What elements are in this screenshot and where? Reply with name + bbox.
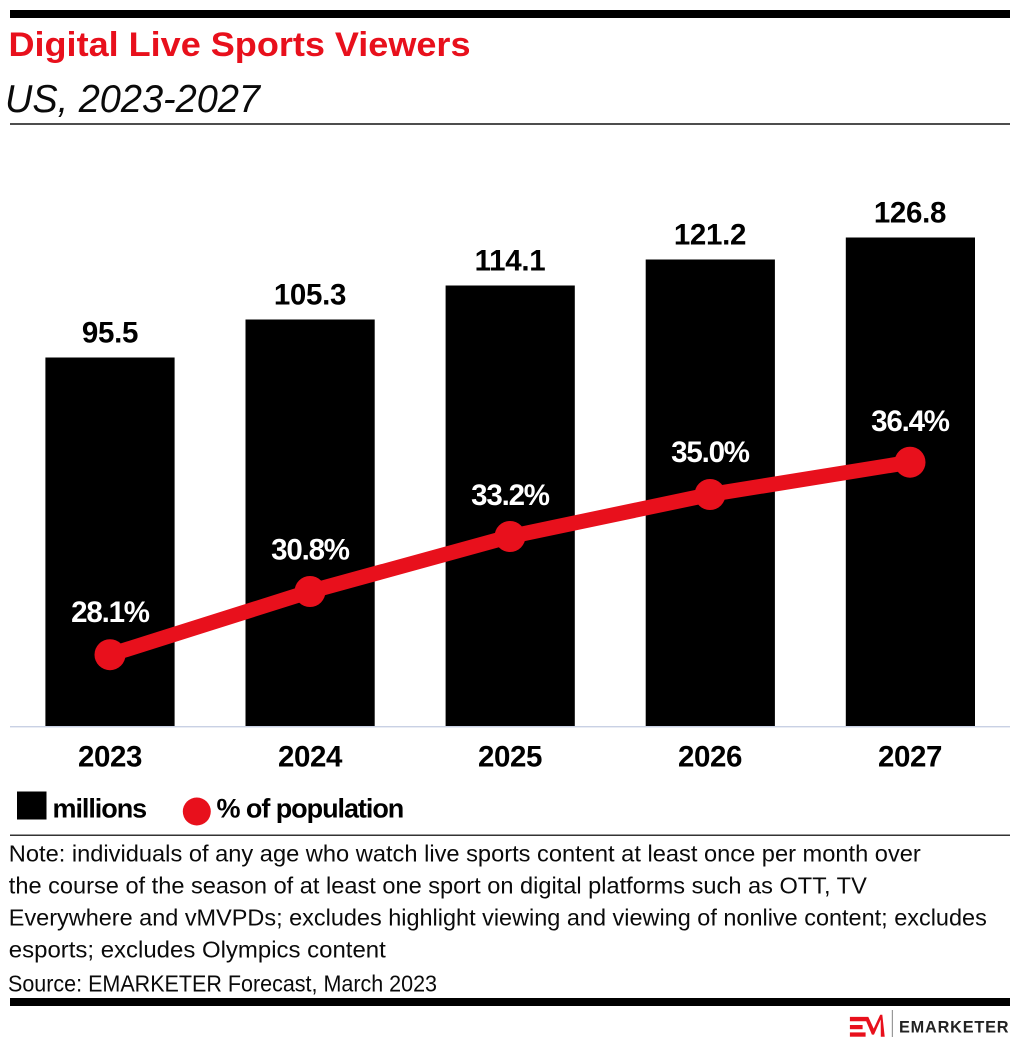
svg-text:Everywhere and vMVPDs; exclude: Everywhere and vMVPDs; excludes highligh… xyxy=(9,905,987,931)
svg-text:30.8%: 30.8% xyxy=(271,534,350,567)
svg-text:% of population: % of population xyxy=(217,794,404,824)
svg-text:Note: individuals of any age w: Note: individuals of any age who watch l… xyxy=(9,841,921,867)
svg-text:2025: 2025 xyxy=(478,741,542,774)
svg-text:the course of the season of at: the course of the season of at least one… xyxy=(9,873,868,899)
svg-text:33.2%: 33.2% xyxy=(471,479,550,512)
svg-text:EMARKETER: EMARKETER xyxy=(899,1019,1009,1037)
svg-text:105.3: 105.3 xyxy=(274,279,346,312)
svg-text:US, 2023-2027: US, 2023-2027 xyxy=(5,78,261,121)
svg-text:millions: millions xyxy=(53,794,147,824)
svg-text:2027: 2027 xyxy=(878,741,942,774)
svg-text:Digital Live Sports Viewers: Digital Live Sports Viewers xyxy=(9,26,471,64)
svg-text:esports; excludes Olympics con: esports; excludes Olympics content xyxy=(9,937,387,963)
svg-text:36.4%: 36.4% xyxy=(871,405,950,438)
svg-text:Source: EMARKETER Forecast, Ma: Source: EMARKETER Forecast, March 2023 xyxy=(8,971,437,997)
svg-text:2024: 2024 xyxy=(278,741,343,774)
svg-text:28.1%: 28.1% xyxy=(71,596,150,629)
svg-text:2023: 2023 xyxy=(78,741,142,774)
svg-text:126.8: 126.8 xyxy=(874,197,946,230)
svg-text:95.5: 95.5 xyxy=(82,317,138,350)
svg-text:114.1: 114.1 xyxy=(475,245,546,278)
svg-text:35.0%: 35.0% xyxy=(671,436,750,469)
svg-text:2026: 2026 xyxy=(678,741,742,774)
svg-text:121.2: 121.2 xyxy=(674,219,746,252)
